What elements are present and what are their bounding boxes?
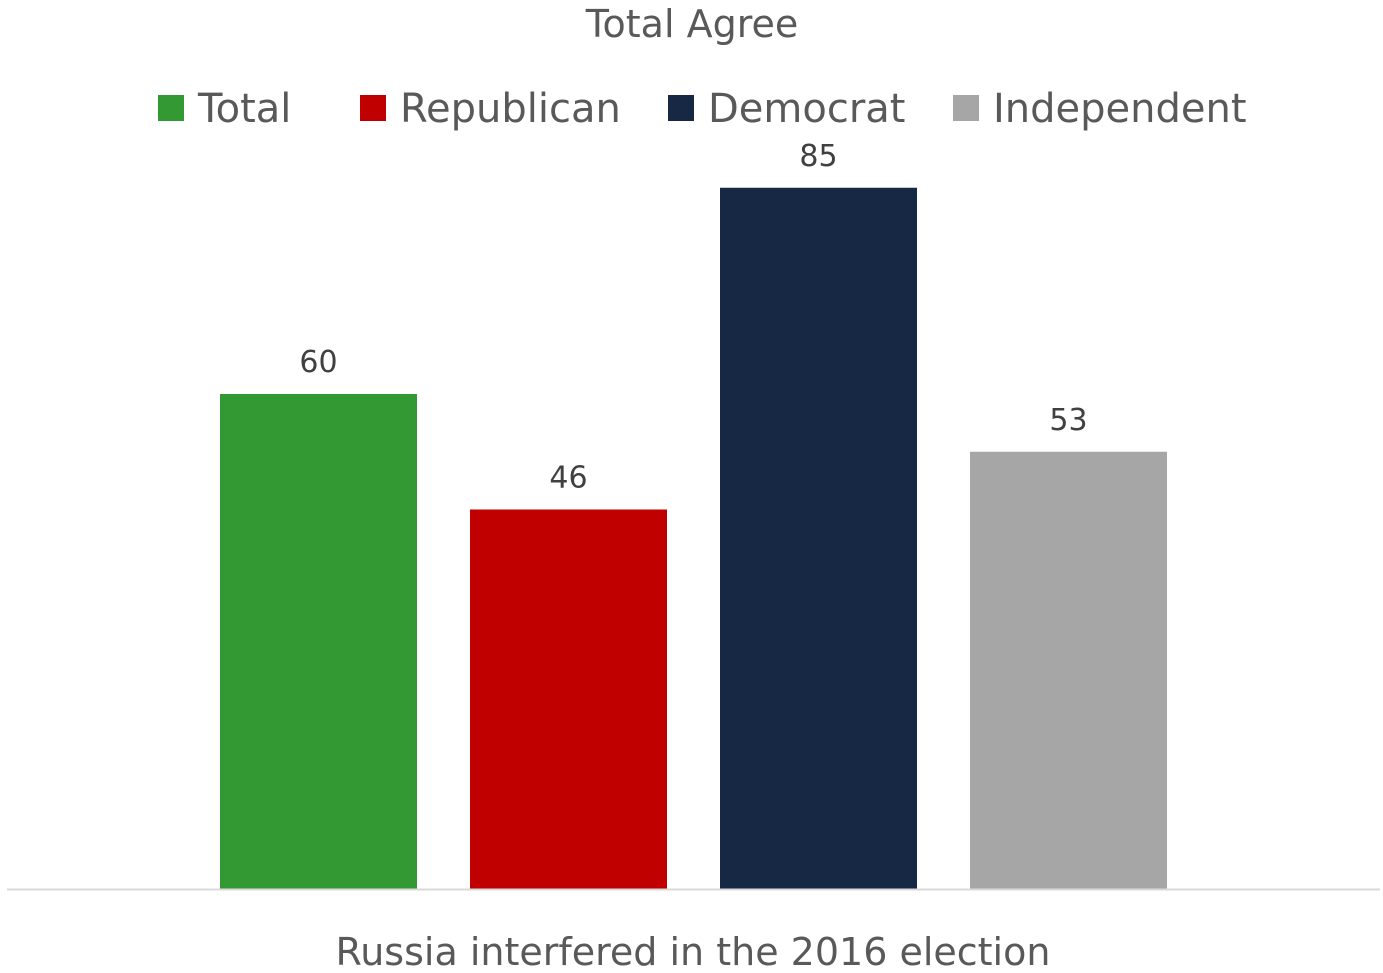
legend-swatch-total [158, 95, 184, 121]
legend-swatch-republican [360, 95, 386, 121]
legend-item-democrat: Democrat [668, 86, 905, 132]
legend-swatch-independent [953, 95, 979, 121]
x-category-label: Russia interfered in the 2016 election [336, 930, 1051, 973]
value-label-total: 60 [299, 345, 337, 380]
legend-label-independent: Independent [993, 86, 1247, 132]
bar-total [220, 394, 417, 889]
chart-title: Total Agree [585, 2, 799, 46]
bar-republican [470, 509, 667, 889]
value-label-independent: 53 [1049, 403, 1087, 438]
legend-swatch-democrat [668, 95, 694, 121]
bar-democrat [720, 187, 917, 889]
legend-label-democrat: Democrat [708, 86, 905, 132]
value-labels: 60 46 85 53 [299, 139, 1087, 496]
bar-independent [970, 451, 1167, 889]
legend-item-total: Total [158, 86, 291, 132]
value-label-republican: 46 [549, 461, 587, 496]
value-label-democrat: 85 [799, 139, 837, 174]
legend: Total Republican Democrat Independent [158, 86, 1247, 132]
bars [220, 187, 1167, 889]
legend-label-total: Total [197, 86, 291, 132]
legend-item-independent: Independent [953, 86, 1247, 132]
legend-label-republican: Republican [400, 86, 621, 132]
legend-item-republican: Republican [360, 86, 621, 132]
